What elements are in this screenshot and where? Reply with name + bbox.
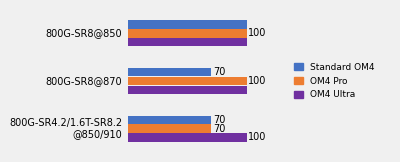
- Text: 100: 100: [248, 132, 267, 142]
- Bar: [128, 68, 211, 76]
- Text: 100: 100: [248, 28, 267, 38]
- Bar: [128, 124, 211, 133]
- Bar: [128, 38, 246, 46]
- Bar: [128, 133, 246, 142]
- Text: 70: 70: [213, 124, 225, 134]
- Text: 70: 70: [213, 67, 225, 77]
- Legend: Standard OM4, OM4 Pro, OM4 Ultra: Standard OM4, OM4 Pro, OM4 Ultra: [294, 63, 375, 99]
- Bar: [128, 29, 246, 38]
- Bar: [128, 116, 211, 124]
- Text: 100: 100: [248, 76, 267, 86]
- Text: 70: 70: [213, 115, 225, 125]
- Bar: [128, 20, 246, 29]
- Bar: [128, 77, 246, 85]
- Bar: [128, 86, 246, 94]
